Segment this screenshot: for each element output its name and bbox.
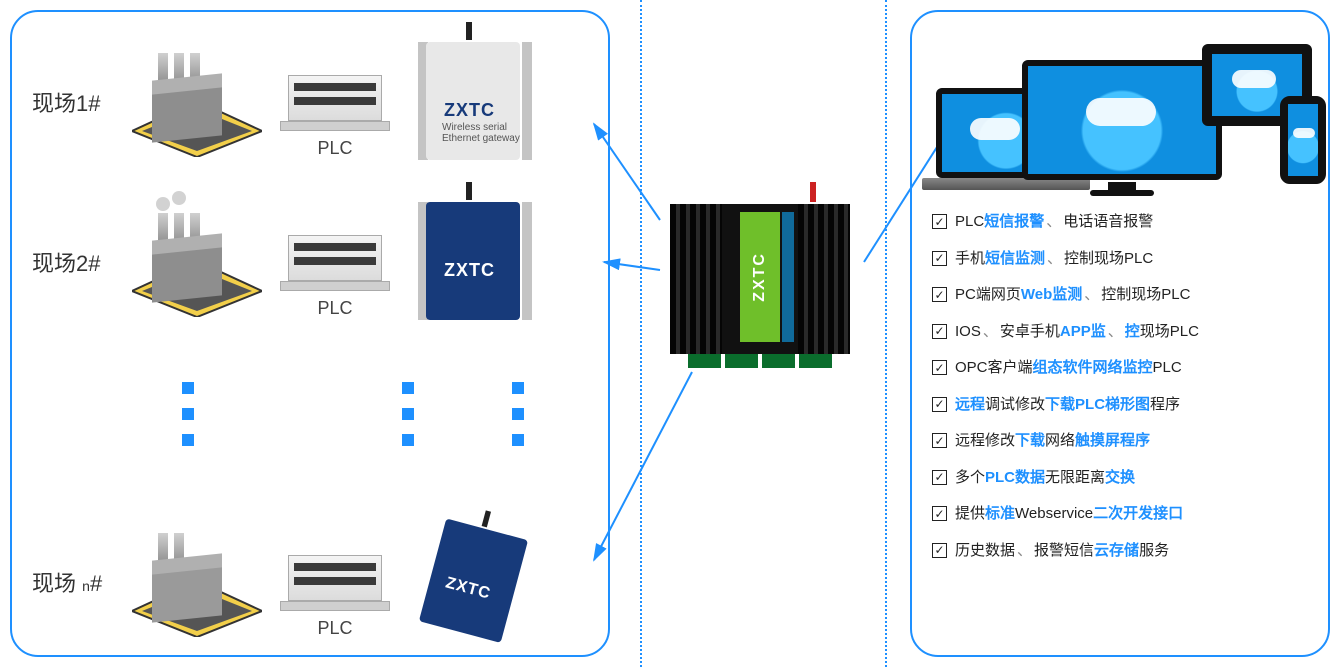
feature-item: PC端网页Web监测、控制现场PLC bbox=[932, 277, 1308, 314]
center-device-brand: ZXTC bbox=[751, 252, 769, 302]
monitor-icon bbox=[1022, 60, 1222, 180]
site-label-prefix: 现场 bbox=[32, 251, 76, 276]
plc-icon: PLC bbox=[280, 69, 390, 135]
factory-icon bbox=[132, 47, 262, 157]
feature-item: IOS、安卓手机APP监、控现场PLC bbox=[932, 314, 1308, 351]
feature-text: 提供标准Webservice二次开发接口 bbox=[955, 503, 1183, 526]
site-row-2: 现场2# PLC ZXTC bbox=[32, 192, 530, 332]
divider-line bbox=[640, 0, 642, 667]
checkbox-icon bbox=[932, 214, 947, 229]
feature-item: 远程调试修改下载PLC梯形图程序 bbox=[932, 387, 1308, 424]
site-label-suffix: # bbox=[90, 571, 102, 596]
gateway-device-1: ZXTC Wireless serial Ethernet gateway bbox=[420, 32, 530, 172]
center-switch-device: ZXTC bbox=[660, 190, 860, 370]
checkbox-icon bbox=[932, 433, 947, 448]
plc-icon: PLC bbox=[280, 229, 390, 295]
feature-text: 远程修改下载网络触摸屏程序 bbox=[955, 430, 1150, 453]
feature-text: OPC客户端组态软件网络监控PLC bbox=[955, 357, 1182, 380]
feature-text: 历史数据、报警短信云存储服务 bbox=[955, 540, 1169, 563]
site-label-index: 1 bbox=[76, 91, 88, 116]
site-label-prefix: 现场 bbox=[32, 91, 76, 116]
ellipsis-dots bbox=[182, 382, 194, 446]
checkbox-icon bbox=[932, 360, 947, 375]
feature-item: 手机短信监测、控制现场PLC bbox=[932, 241, 1308, 278]
right-panel: PLC短信报警、电话语音报警手机短信监测、控制现场PLC PC端网页Web监测、控… bbox=[910, 10, 1330, 657]
feature-text: PLC短信报警、电话语音报警 bbox=[955, 211, 1153, 234]
plc-label: PLC bbox=[280, 138, 390, 159]
site-label-n: 现场 n# bbox=[32, 566, 132, 598]
gateway-brand: ZXTC bbox=[444, 573, 493, 603]
site-row-1: 现场1# PLC ZXTC Wireless serial Ethernet g… bbox=[32, 32, 530, 172]
feature-text: IOS、安卓手机APP监、控现场PLC bbox=[955, 321, 1199, 344]
checkbox-icon bbox=[932, 324, 947, 339]
ellipsis-dots bbox=[402, 382, 414, 446]
site-label-1: 现场1# bbox=[32, 86, 132, 118]
site-label-prefix: 现场 bbox=[32, 571, 76, 596]
feature-text: 多个PLC数据无限距离交换 bbox=[955, 467, 1135, 490]
factory-icon bbox=[132, 527, 262, 637]
ellipsis-dots bbox=[512, 382, 524, 446]
checkbox-icon bbox=[932, 251, 947, 266]
site-label-suffix: # bbox=[88, 91, 100, 116]
site-label-2: 现场2# bbox=[32, 246, 132, 278]
site-label-suffix: # bbox=[88, 251, 100, 276]
plc-label: PLC bbox=[280, 298, 390, 319]
site-row-n: 现场 n# PLC ZXTC bbox=[32, 512, 530, 652]
gateway-brand: ZXTC bbox=[444, 100, 495, 121]
feature-item: 多个PLC数据无限距离交换 bbox=[932, 460, 1308, 497]
checkbox-icon bbox=[932, 470, 947, 485]
feature-text: 手机短信监测、控制现场PLC bbox=[955, 248, 1153, 271]
checkbox-icon bbox=[932, 506, 947, 521]
plc-icon: PLC bbox=[280, 549, 390, 615]
gateway-device-2: ZXTC bbox=[420, 192, 530, 332]
feature-item: OPC客户端组态软件网络监控PLC bbox=[932, 350, 1308, 387]
checkbox-icon bbox=[932, 543, 947, 558]
feature-text: 远程调试修改下载PLC梯形图程序 bbox=[955, 394, 1180, 417]
checkbox-icon bbox=[932, 287, 947, 302]
feature-item: 历史数据、报警短信云存储服务 bbox=[932, 533, 1308, 570]
antenna-icon bbox=[810, 182, 816, 202]
feature-text: PC端网页Web监测、控制现场PLC bbox=[955, 284, 1190, 307]
plc-label: PLC bbox=[280, 618, 390, 639]
feature-item: 远程修改下载网络触摸屏程序 bbox=[932, 423, 1308, 460]
gateway-brand: ZXTC bbox=[444, 260, 495, 281]
feature-item: PLC短信报警、电话语音报警 bbox=[932, 204, 1308, 241]
left-panel: 现场1# PLC ZXTC Wireless serial Ethernet g… bbox=[10, 10, 610, 657]
checkbox-icon bbox=[932, 397, 947, 412]
divider-line bbox=[885, 0, 887, 667]
site-label-index: 2 bbox=[76, 251, 88, 276]
gateway-subtext: Wireless serial Ethernet gateway bbox=[442, 122, 520, 144]
gateway-device-n: ZXTC bbox=[411, 508, 539, 655]
client-devices-icon bbox=[932, 30, 1308, 190]
feature-list: PLC短信报警、电话语音报警手机短信监测、控制现场PLC PC端网页Web监测、控… bbox=[932, 204, 1308, 569]
factory-icon bbox=[132, 207, 262, 317]
site-label-index: n bbox=[82, 578, 90, 594]
phone-icon bbox=[1280, 96, 1326, 184]
feature-item: 提供标准Webservice二次开发接口 bbox=[932, 496, 1308, 533]
